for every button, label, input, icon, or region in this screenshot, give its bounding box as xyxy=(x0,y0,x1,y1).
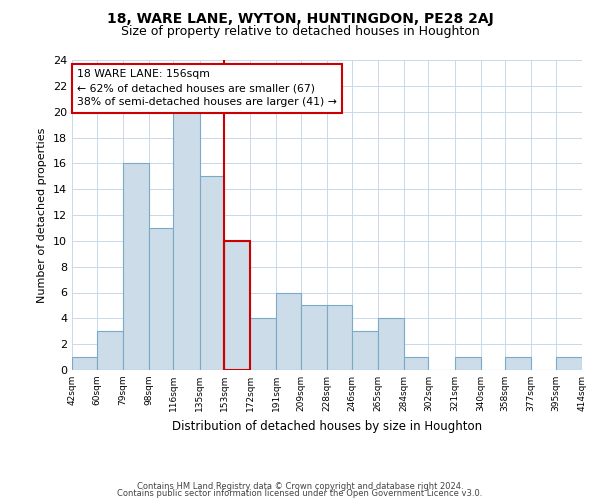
Text: Size of property relative to detached houses in Houghton: Size of property relative to detached ho… xyxy=(121,25,479,38)
Bar xyxy=(352,331,378,370)
Bar xyxy=(97,331,123,370)
Text: Contains HM Land Registry data © Crown copyright and database right 2024.: Contains HM Land Registry data © Crown c… xyxy=(137,482,463,491)
Bar xyxy=(276,292,301,370)
Bar xyxy=(224,241,250,370)
Bar xyxy=(505,357,531,370)
Bar xyxy=(224,241,250,370)
Bar xyxy=(250,318,276,370)
Text: 18, WARE LANE, WYTON, HUNTINGDON, PE28 2AJ: 18, WARE LANE, WYTON, HUNTINGDON, PE28 2… xyxy=(107,12,493,26)
Bar xyxy=(123,164,149,370)
Bar xyxy=(72,357,97,370)
Bar xyxy=(378,318,404,370)
Bar xyxy=(556,357,582,370)
Bar xyxy=(199,176,224,370)
Bar xyxy=(149,228,173,370)
X-axis label: Distribution of detached houses by size in Houghton: Distribution of detached houses by size … xyxy=(172,420,482,432)
Bar xyxy=(173,112,200,370)
Y-axis label: Number of detached properties: Number of detached properties xyxy=(37,128,47,302)
Text: 18 WARE LANE: 156sqm
← 62% of detached houses are smaller (67)
38% of semi-detac: 18 WARE LANE: 156sqm ← 62% of detached h… xyxy=(77,70,337,108)
Text: Contains public sector information licensed under the Open Government Licence v3: Contains public sector information licen… xyxy=(118,489,482,498)
Bar xyxy=(327,306,352,370)
Bar xyxy=(404,357,428,370)
Bar xyxy=(455,357,481,370)
Bar xyxy=(301,306,327,370)
